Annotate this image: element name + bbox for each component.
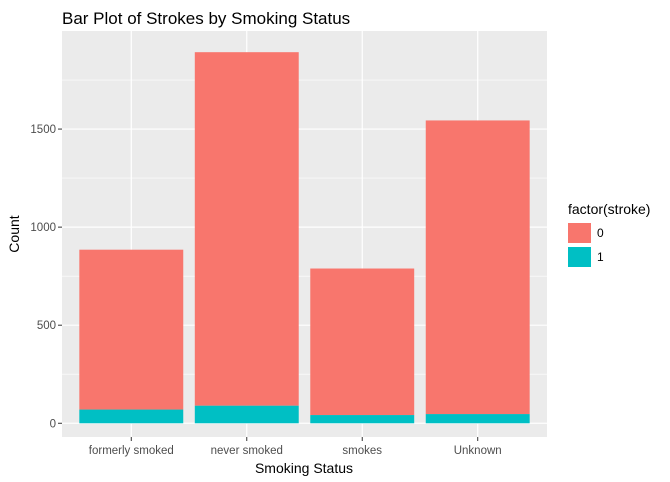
y-tick-label: 0 (50, 418, 56, 430)
bars (79, 52, 530, 424)
legend-key-0 (568, 223, 591, 243)
legend-key-1 (568, 247, 591, 267)
legend: factor(stroke) 0 1 (568, 201, 650, 267)
legend-label-1: 1 (597, 250, 604, 264)
x-tick-label: Unknown (454, 445, 502, 457)
legend-title: factor(stroke) (568, 201, 650, 217)
bar-0-0 (79, 249, 184, 410)
x-tick-label: formerly smoked (89, 445, 174, 457)
y-axis-title: Count (6, 215, 22, 252)
bar-1-2 (310, 415, 415, 424)
chart-title: Bar Plot of Strokes by Smoking Status (62, 9, 350, 28)
bar-0-1 (194, 52, 299, 406)
legend-label-0: 0 (597, 226, 604, 240)
y-axis: 0 500 1000 1500 (30, 124, 62, 430)
x-tick-label: never smoked (211, 445, 283, 457)
x-tick-label: smokes (342, 445, 382, 457)
bar-0-2 (310, 268, 415, 416)
y-tick-label: 1500 (30, 124, 56, 136)
bar-1-3 (425, 414, 530, 424)
bar-0-3 (425, 120, 530, 415)
y-tick-label: 500 (37, 320, 56, 332)
x-axis-title: Smoking Status (255, 460, 353, 476)
y-tick-label: 1000 (30, 222, 56, 234)
bar-1-0 (79, 409, 184, 424)
x-axis: formerly smoked never smoked smokes Unknown (89, 437, 502, 457)
bar-1-1 (194, 405, 299, 424)
